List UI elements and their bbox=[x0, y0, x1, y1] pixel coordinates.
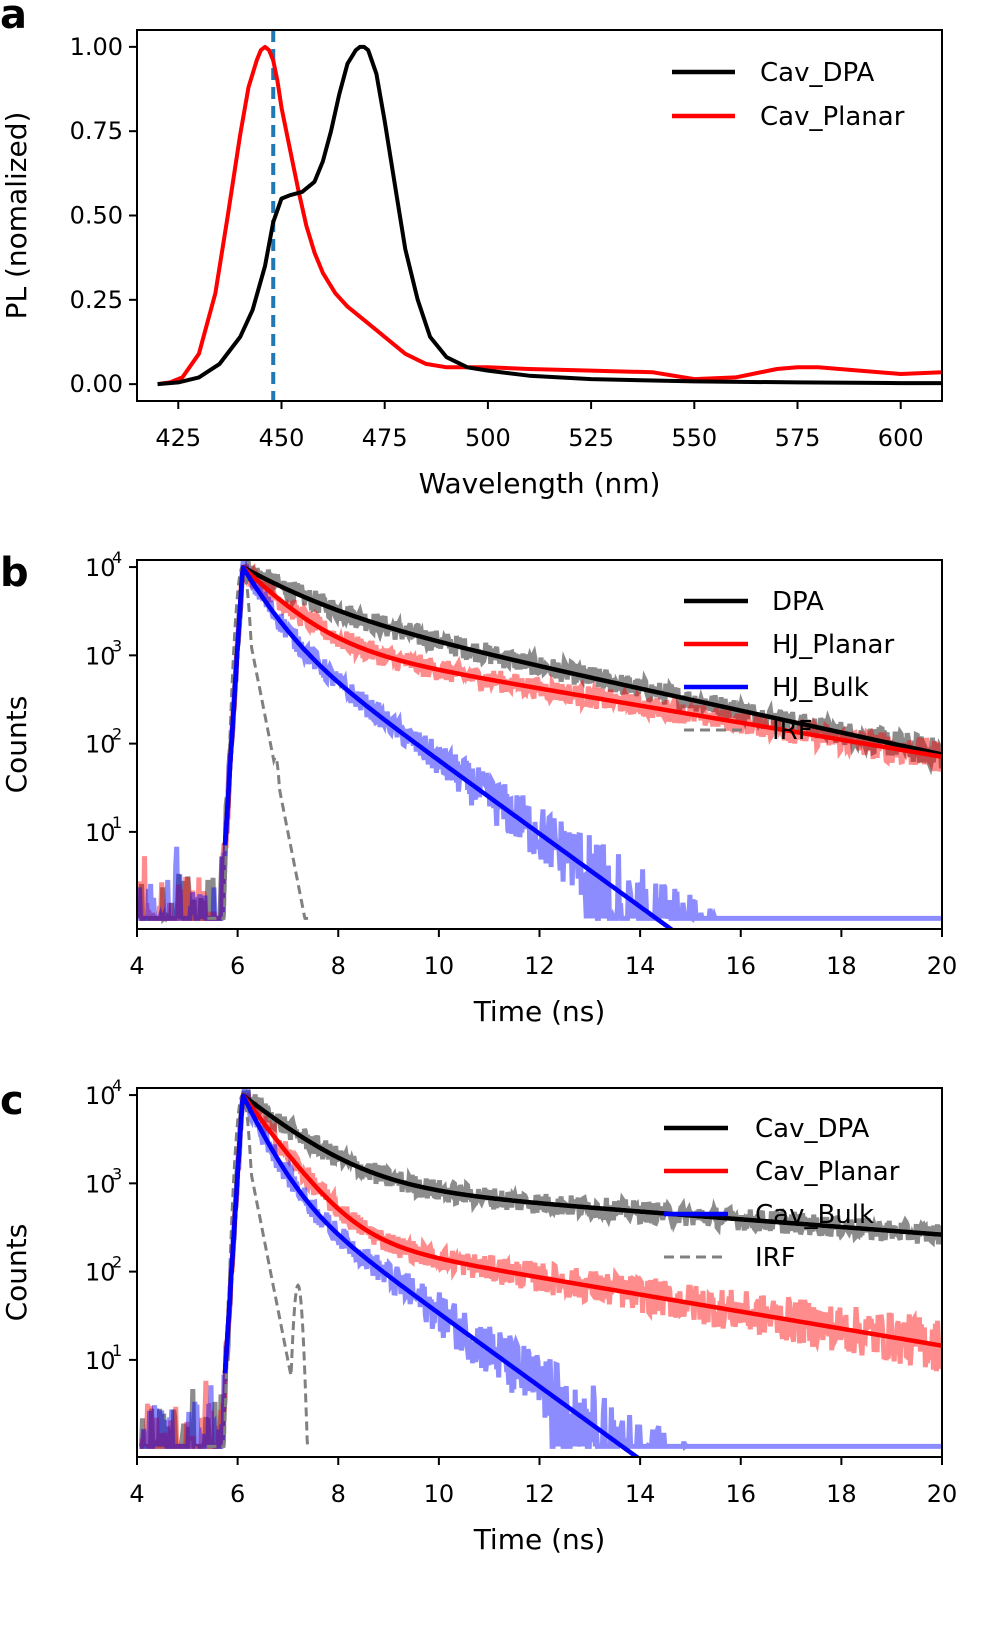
x-tick-label: 14 bbox=[625, 952, 656, 980]
x-tick-label: 18 bbox=[826, 1480, 857, 1508]
legend-label: Cav_Planar bbox=[755, 1157, 900, 1187]
y-tick-label: 10 bbox=[85, 731, 116, 759]
legend-label: Cav_Planar bbox=[760, 102, 905, 132]
y-tick-label: 10 bbox=[85, 819, 116, 847]
x-tick-label: 20 bbox=[927, 1480, 958, 1508]
y-tick-exponent: 1 bbox=[112, 813, 122, 832]
x-tick-label: 8 bbox=[331, 1480, 346, 1508]
fit-line-dpa bbox=[222, 565, 942, 846]
y-tick-exponent: 2 bbox=[112, 725, 122, 744]
legend-label: HJ_Planar bbox=[772, 630, 894, 660]
measured-data-cav-bulk bbox=[139, 1088, 942, 1452]
panel-letter: b bbox=[0, 550, 29, 596]
plot-area bbox=[139, 1088, 942, 1457]
panel-letter: a bbox=[0, 0, 27, 38]
x-axis-label: Wavelength (nm) bbox=[419, 467, 661, 500]
legend-label: HJ_Bulk bbox=[772, 673, 869, 703]
x-tick-label: 20 bbox=[927, 952, 958, 980]
y-tick-label: 0.75 bbox=[70, 117, 123, 145]
y-tick-label: 0.50 bbox=[70, 202, 123, 230]
plot-area bbox=[157, 30, 942, 401]
panel-letter: c bbox=[0, 1078, 24, 1124]
legend: Cav_DPA Cav_Planar bbox=[672, 58, 905, 132]
legend-label: Cav_Bulk bbox=[755, 1200, 874, 1230]
y-axis-label: Counts bbox=[0, 696, 33, 794]
measured-data-hj-bulk bbox=[137, 560, 942, 924]
plot-frame bbox=[136, 29, 943, 402]
y-tick-exponent: 3 bbox=[112, 636, 122, 655]
x-tick-label: 8 bbox=[331, 952, 346, 980]
x-tick-label: 600 bbox=[878, 424, 924, 452]
y-tick-label: 10 bbox=[85, 1259, 116, 1287]
y-tick-label: 10 bbox=[85, 1082, 116, 1110]
fit-line-hj-planar bbox=[222, 565, 942, 846]
y-tick-label: 0.00 bbox=[70, 370, 123, 398]
x-tick-label: 500 bbox=[465, 424, 511, 452]
x-tick-label: 10 bbox=[424, 1480, 455, 1508]
legend-label: Cav_DPA bbox=[760, 58, 875, 88]
legend-label: IRF bbox=[772, 716, 813, 746]
legend-label: DPA bbox=[772, 587, 824, 617]
y-tick-label: 1.00 bbox=[70, 33, 123, 61]
y-tick-exponent: 4 bbox=[112, 1076, 122, 1095]
y-tick-label: 10 bbox=[85, 642, 116, 670]
panel-a: a 0.00 0.25 0.50 0.75 1.00 425 450 475 500 525 550 5… bbox=[0, 0, 943, 500]
y-tick-exponent: 1 bbox=[112, 1341, 122, 1360]
series-line-cav-planar bbox=[157, 44, 942, 387]
x-tick-label: 6 bbox=[230, 952, 245, 980]
legend-label: IRF bbox=[755, 1243, 796, 1273]
x-tick-label: 16 bbox=[725, 1480, 756, 1508]
x-tick-label: 450 bbox=[259, 424, 305, 452]
y-tick-exponent: 3 bbox=[112, 1164, 122, 1183]
y-tick-label: 10 bbox=[85, 554, 116, 582]
legend: DPA HJ_Planar HJ_Bulk IRF bbox=[684, 587, 894, 746]
x-tick-label: 525 bbox=[568, 424, 614, 452]
x-tick-label: 4 bbox=[129, 1480, 144, 1508]
x-tick-label: 10 bbox=[424, 952, 455, 980]
y-tick-label: 10 bbox=[85, 1170, 116, 1198]
x-tick-label: 475 bbox=[362, 424, 408, 452]
x-tick-label: 425 bbox=[155, 424, 201, 452]
irf-line bbox=[207, 565, 309, 920]
x-tick-label: 12 bbox=[524, 952, 555, 980]
fit-line-cav-planar bbox=[222, 1093, 942, 1374]
x-tick-label: 18 bbox=[826, 952, 857, 980]
x-axis-label: Time (ns) bbox=[473, 1523, 606, 1556]
fit-line-cav-bulk bbox=[222, 1093, 641, 1457]
x-tick-label: 6 bbox=[230, 1480, 245, 1508]
y-tick-label: 10 bbox=[85, 1347, 116, 1375]
irf-line bbox=[207, 1093, 310, 1448]
fit-line-cav-dpa bbox=[222, 1093, 942, 1374]
x-tick-label: 12 bbox=[524, 1480, 555, 1508]
measured-data-hj-planar bbox=[137, 562, 942, 921]
legend: Cav_DPA Cav_Planar Cav_Bulk IRF bbox=[664, 1114, 900, 1273]
x-tick-label: 16 bbox=[725, 952, 756, 980]
plot-area bbox=[137, 560, 942, 929]
x-tick-label: 550 bbox=[671, 424, 717, 452]
series-line-cav-dpa bbox=[157, 44, 942, 387]
y-axis-label: Counts bbox=[0, 1224, 33, 1322]
legend-label: Cav_DPA bbox=[755, 1114, 870, 1144]
x-tick-label: 14 bbox=[625, 1480, 656, 1508]
fit-line-hj-bulk bbox=[222, 565, 675, 929]
y-tick-label: 0.25 bbox=[70, 286, 123, 314]
y-axis-label: PL (nomalized) bbox=[0, 112, 33, 320]
y-tick-exponent: 2 bbox=[112, 1253, 122, 1272]
y-tick-exponent: 4 bbox=[112, 548, 122, 567]
x-axis-label: Time (ns) bbox=[473, 995, 606, 1028]
x-tick-label: 4 bbox=[129, 952, 144, 980]
x-tick-label: 575 bbox=[775, 424, 821, 452]
